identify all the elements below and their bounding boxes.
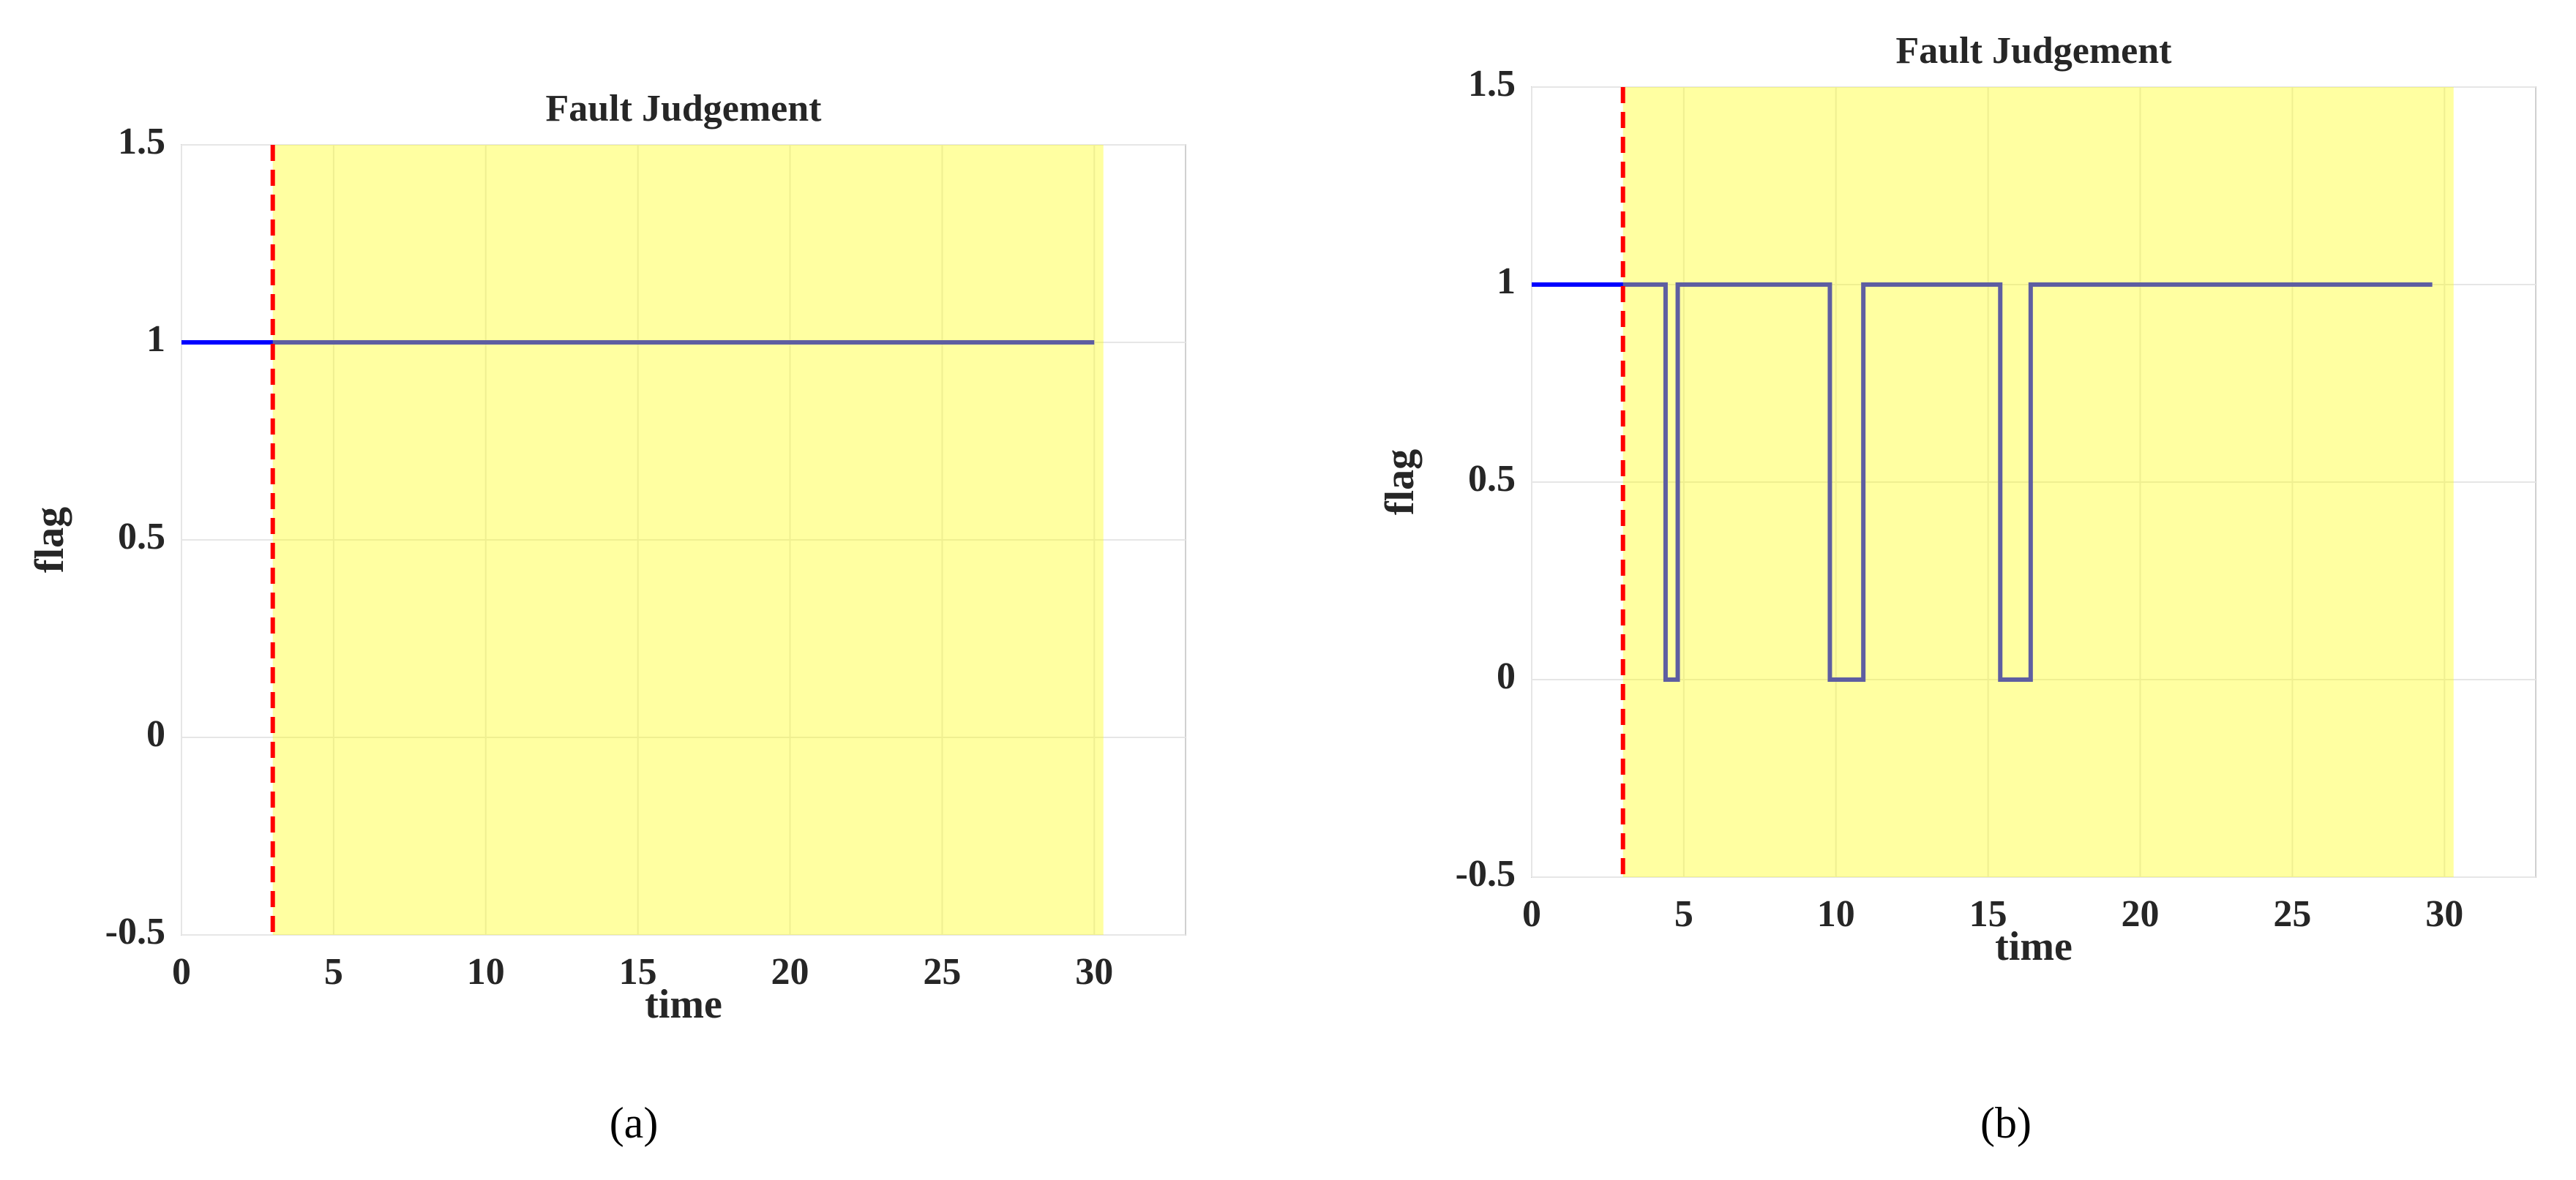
caption: (b) bbox=[1980, 1099, 2032, 1147]
y-tick-label: 0.5 bbox=[1468, 458, 1516, 500]
x-tick-label: 5 bbox=[324, 951, 343, 993]
y-axis-label: flag bbox=[27, 507, 72, 573]
caption: (a) bbox=[610, 1099, 659, 1147]
fault-region bbox=[272, 145, 1104, 935]
y-tick-label: 0 bbox=[146, 713, 165, 755]
x-tick-label: 25 bbox=[2273, 893, 2311, 935]
fault-region bbox=[1622, 87, 2454, 877]
y-tick-label: -0.5 bbox=[1456, 853, 1516, 895]
x-tick-label: 30 bbox=[2425, 893, 2463, 935]
y-tick-label: 1 bbox=[146, 318, 165, 360]
x-tick-label: 5 bbox=[1674, 893, 1693, 935]
y-axis-label: flag bbox=[1377, 449, 1423, 515]
x-tick-label: 15 bbox=[1969, 893, 2007, 935]
x-tick-label: 10 bbox=[1817, 893, 1855, 935]
x-tick-label: 15 bbox=[619, 951, 657, 993]
y-tick-label: 1.5 bbox=[118, 121, 165, 162]
x-tick-label: 20 bbox=[771, 951, 809, 993]
x-tick-label: 0 bbox=[172, 951, 191, 993]
y-tick-label: 1 bbox=[1497, 260, 1516, 302]
chart-title: Fault Judgement bbox=[1896, 30, 2173, 72]
x-tick-label: 25 bbox=[923, 951, 961, 993]
data-line bbox=[1532, 282, 2433, 682]
x-tick-label: 30 bbox=[1075, 951, 1113, 993]
x-tick-label: 20 bbox=[2122, 893, 2160, 935]
x-tick-label: 0 bbox=[1522, 893, 1541, 935]
y-tick-label: -0.5 bbox=[105, 911, 165, 952]
x-axis-label: time bbox=[1995, 924, 2073, 969]
y-tick-label: 0 bbox=[1497, 655, 1516, 697]
y-tick-label: 0.5 bbox=[118, 516, 165, 557]
chart-title: Fault Judgement bbox=[546, 88, 823, 129]
x-tick-label: 10 bbox=[467, 951, 505, 993]
y-tick-label: 1.5 bbox=[1468, 63, 1516, 105]
x-axis-label: time bbox=[645, 982, 722, 1027]
